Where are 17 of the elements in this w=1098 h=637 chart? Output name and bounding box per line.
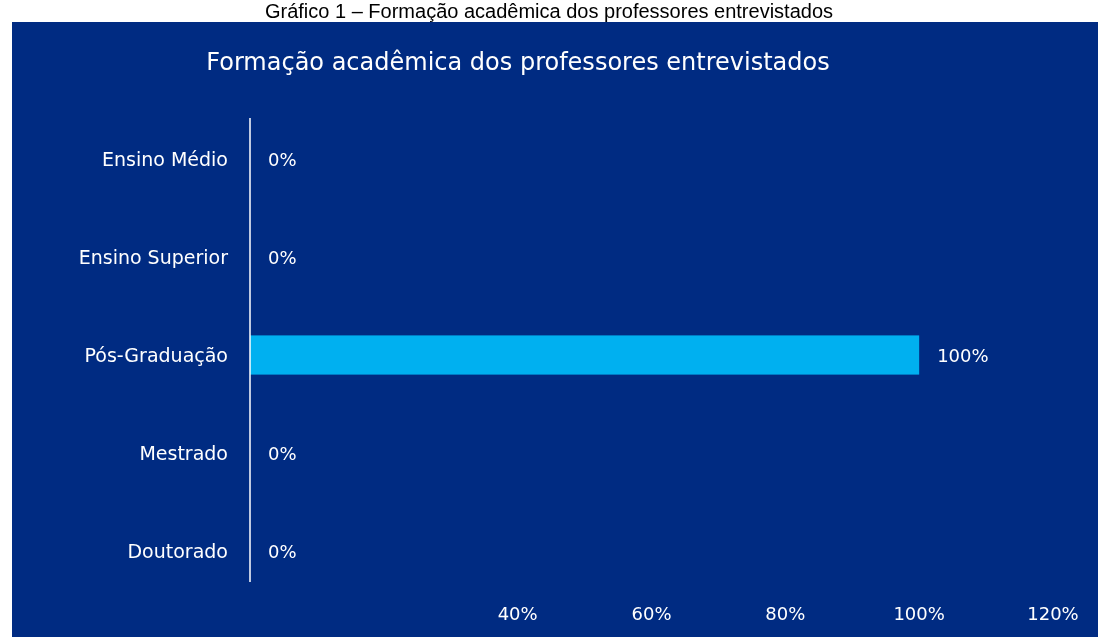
x-tick-label: 100% [893, 603, 945, 624]
data-label: 100% [937, 345, 989, 366]
y-tick-label: Doutorado [127, 540, 228, 562]
x-tick-label: 60% [631, 603, 672, 624]
data-label: 0% [268, 541, 297, 562]
data-label: 0% [268, 443, 297, 464]
x-tick-label: 80% [765, 603, 806, 624]
y-tick-label: Ensino Médio [102, 148, 228, 170]
y-tick-label: Pós-Graduação [84, 344, 228, 366]
data-label: 0% [268, 149, 297, 170]
y-tick-label: Mestrado [139, 442, 228, 464]
text: Gráfico 1 – Formação acadêmica dos professores entrevistados [264, 0, 834, 22]
x-tick-label: 120% [1027, 603, 1079, 624]
data-label: 0% [268, 247, 297, 268]
y-tick-label: Ensino Superior [78, 246, 229, 268]
x-tick-label: 40% [497, 603, 538, 624]
chart-title: Formação acadêmica dos professores entrevistados [206, 48, 830, 76]
